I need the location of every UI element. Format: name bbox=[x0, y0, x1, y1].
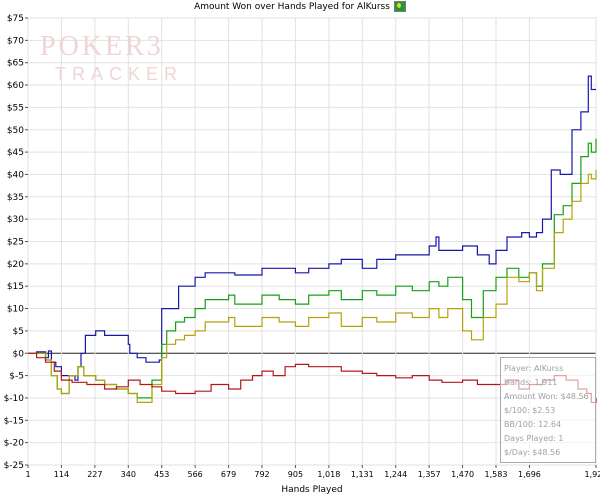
chart-title: Amount Won over Hands Played for AlKurss bbox=[0, 1, 600, 12]
flag-icon bbox=[393, 1, 406, 12]
y-tick-label: $20 bbox=[7, 260, 24, 270]
x-tick-label: 1,696 bbox=[518, 470, 541, 479]
x-tick-label: 1,244 bbox=[384, 470, 407, 479]
y-tick-label: $60 bbox=[7, 81, 24, 91]
x-tick-label: 1,583 bbox=[485, 470, 508, 479]
x-axis-ticks: 1 114 227 340 453 566 679 792 905 1,018 1,131 1,244… bbox=[25, 465, 600, 479]
chart-title-text: Amount Won over Hands Played for AlKurss bbox=[194, 2, 390, 12]
x-tick-label: 679 bbox=[221, 470, 236, 479]
x-tick-label: 1,018 bbox=[317, 470, 340, 479]
x-tick-label: 1,131 bbox=[351, 470, 374, 479]
series-line-gold bbox=[28, 170, 597, 403]
stats-dollars-per-100: $/100: $2.53 bbox=[504, 406, 556, 415]
y-tick-label: $5 bbox=[13, 327, 24, 337]
watermark-line1: POKER3 bbox=[40, 31, 164, 62]
y-tick-label: $0 bbox=[13, 349, 25, 359]
y-tick-label: $25 bbox=[7, 238, 24, 248]
watermark-line2: TRACKER bbox=[55, 64, 183, 84]
stats-bb-per-100: BB/100: 12.64 bbox=[504, 420, 562, 429]
y-tick-label: $15 bbox=[7, 282, 24, 292]
y-tick-label: $40 bbox=[7, 170, 24, 180]
stats-days-played: Days Played: 1 bbox=[504, 434, 564, 443]
x-tick-label: 1 bbox=[25, 470, 30, 479]
stats-hands: Hands: 1,911 bbox=[504, 378, 558, 387]
y-tick-label: $55 bbox=[7, 103, 24, 113]
stats-amount-won: Amount Won: $48.56 bbox=[504, 392, 589, 401]
grid bbox=[27, 17, 597, 466]
x-tick-label: 453 bbox=[154, 470, 169, 479]
x-tick-label: 566 bbox=[188, 470, 203, 479]
stats-tooltip: Player: AlKurss Hands: 1,911 Amount Won:… bbox=[500, 357, 596, 463]
x-tick-label: 227 bbox=[87, 470, 102, 479]
x-tick-label: 905 bbox=[288, 470, 303, 479]
y-tick-label: $70 bbox=[7, 36, 24, 46]
y-tick-label: $35 bbox=[7, 193, 24, 203]
x-tick-label: 1,357 bbox=[418, 470, 441, 479]
y-tick-label: $50 bbox=[7, 126, 24, 136]
x-tick-label: 1,921 bbox=[585, 470, 600, 479]
y-tick-label: $-10 bbox=[4, 394, 25, 404]
y-tick-label: $65 bbox=[7, 59, 24, 69]
x-tick-label: 340 bbox=[121, 470, 136, 479]
x-tick-label: 1,470 bbox=[451, 470, 474, 479]
stats-dollars-per-day: $/Day: $48.56 bbox=[504, 448, 561, 457]
x-axis-title: Hands Played bbox=[281, 485, 342, 495]
y-tick-label: $-20 bbox=[4, 439, 25, 449]
x-tick-label: 792 bbox=[254, 470, 269, 479]
y-tick-label: $45 bbox=[7, 148, 24, 158]
y-tick-label: $10 bbox=[7, 305, 24, 315]
y-axis-ticks: $-25 $-20 $-15 $-10 $-5 $0 $5 $10 $15 $20 $25 $30 $3… bbox=[4, 14, 28, 471]
x-tick-label: 114 bbox=[54, 470, 69, 479]
y-tick-label: $-15 bbox=[4, 416, 24, 426]
watermark: POKER3 TRACKER bbox=[40, 31, 183, 84]
y-tick-label: $30 bbox=[7, 215, 24, 225]
y-tick-label: $-5 bbox=[9, 372, 24, 382]
stats-player: Player: AlKurss bbox=[504, 364, 564, 373]
y-tick-label: $75 bbox=[7, 14, 24, 24]
y-tick-label: $-25 bbox=[4, 461, 24, 471]
